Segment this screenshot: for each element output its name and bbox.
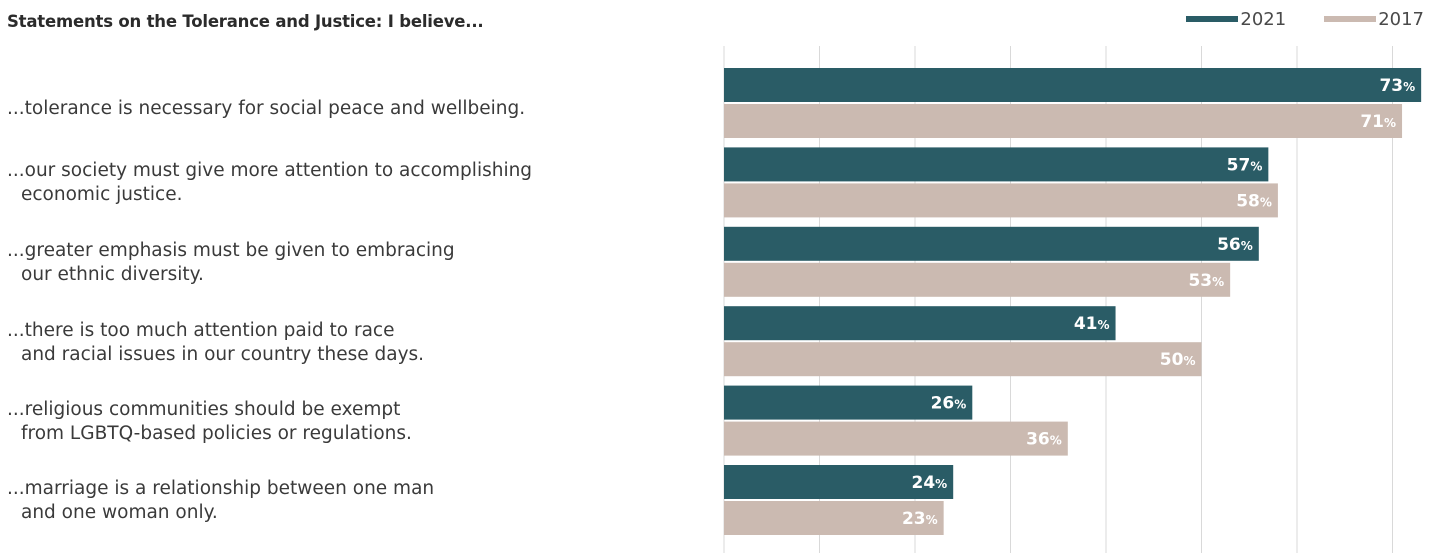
category-labels: ...tolerance is necessary for social pea… — [0, 0, 700, 553]
bar-2021 — [724, 385, 973, 420]
category-label-line2: economic justice. — [21, 184, 183, 205]
bar-2017 — [724, 262, 1231, 297]
category-label-line1: ...greater emphasis must be given to emb… — [7, 240, 455, 261]
data-label: 41% — [1074, 314, 1110, 334]
category-label-line2: from LGBTQ-based policies or regulations… — [21, 423, 412, 444]
bar-2017 — [724, 183, 1278, 218]
data-label: 58% — [1236, 191, 1272, 211]
category-label-line2: and one woman only. — [21, 502, 218, 523]
bar-2021 — [724, 147, 1269, 182]
legend-swatch-2017 — [1324, 16, 1377, 22]
category-label: ...our society must give more attention … — [7, 159, 532, 207]
category-label: ...there is too much attention paid to r… — [7, 319, 424, 367]
bar-2021 — [724, 306, 1116, 341]
category-label-line1: ...marriage is a relationship between on… — [7, 478, 435, 499]
data-label: 71% — [1360, 112, 1396, 132]
bar-2021 — [724, 465, 954, 499]
legend-label-2021: 2021 — [1240, 8, 1287, 30]
data-label: 36% — [1026, 430, 1062, 450]
data-label: 56% — [1217, 235, 1253, 255]
category-label-line2: and racial issues in our country these d… — [21, 344, 425, 365]
data-label: 73% — [1379, 76, 1415, 96]
bar-2017 — [724, 421, 1068, 456]
bar-2017 — [724, 342, 1202, 377]
bar-2017 — [724, 501, 944, 535]
data-label: 24% — [911, 473, 947, 493]
category-label-line1: ...religious communities should be exemp… — [7, 399, 401, 420]
bar-2017 — [724, 104, 1403, 138]
legend-swatch-2021 — [1186, 16, 1239, 22]
category-label: ...greater emphasis must be given to emb… — [7, 239, 455, 287]
legend-label-2017: 2017 — [1378, 8, 1424, 30]
category-label-line2: our ethnic diversity. — [21, 264, 204, 285]
data-label: 53% — [1188, 271, 1224, 291]
data-label: 57% — [1227, 155, 1263, 175]
category-label: ...religious communities should be exemp… — [7, 398, 412, 446]
legend: 2021 2017 — [1148, 8, 1424, 30]
category-label: ...marriage is a relationship between on… — [7, 477, 434, 525]
category-label-line1: ...tolerance is necessary for social pea… — [7, 98, 526, 119]
bar-2021 — [724, 226, 1259, 261]
data-label: 26% — [931, 394, 967, 414]
category-label: ...tolerance is necessary for social pea… — [7, 97, 525, 121]
data-label: 50% — [1160, 350, 1196, 370]
data-label: 23% — [902, 509, 938, 529]
legend-item-2021: 2021 — [1186, 9, 1286, 30]
chart-title: Statements on the Tolerance and Justice:… — [7, 12, 484, 31]
legend-item-2017: 2017 — [1324, 9, 1424, 30]
category-label-line1: ...our society must give more attention … — [7, 160, 533, 181]
category-label-line1: ...there is too much attention paid to r… — [7, 320, 395, 341]
bar-2021 — [724, 68, 1422, 102]
